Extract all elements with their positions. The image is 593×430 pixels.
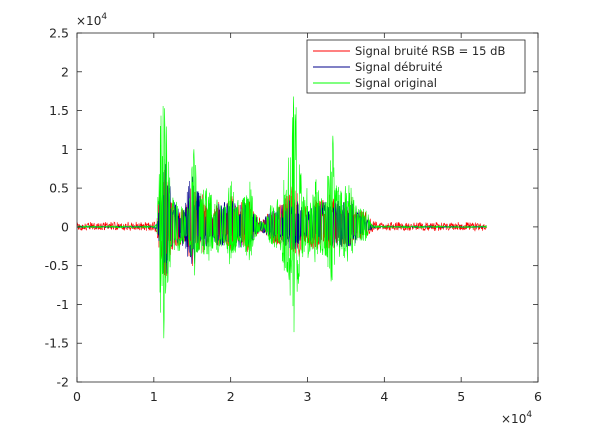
series-line-0 bbox=[77, 169, 487, 279]
tick-layer: 0 1 2 3 4 5 6 2.5 2 1.5 1 0.5 0 -0.5 -1 -1.5 -2 bbox=[45, 26, 542, 405]
y-tick-label: -2 bbox=[57, 375, 69, 390]
y-tick-label: 1.5 bbox=[49, 103, 69, 118]
x-tick-label: 6 bbox=[534, 389, 542, 404]
y-tick-label: 0.5 bbox=[49, 181, 69, 196]
x-tick-label: 1 bbox=[150, 389, 158, 404]
series-layer bbox=[77, 96, 487, 339]
y-exponent-power: 4 bbox=[101, 12, 107, 22]
y-tick-label: 1 bbox=[61, 142, 69, 157]
legend-label-original: Signal original bbox=[355, 76, 437, 90]
x-tick-label: 3 bbox=[304, 389, 312, 404]
y-tick-label: 2.5 bbox=[49, 26, 69, 41]
y-tick-label: 0 bbox=[61, 219, 69, 234]
legend-label-denoised: Signal débruité bbox=[355, 60, 442, 74]
x-exponent-label: ×104 bbox=[501, 410, 532, 426]
x-exponent-power: 4 bbox=[526, 410, 532, 420]
y-tick-label: -1.5 bbox=[45, 336, 69, 351]
y-exponent-label: ×104 bbox=[76, 12, 107, 28]
x-tick-label: 5 bbox=[457, 389, 465, 404]
x-tick-label: 4 bbox=[380, 389, 388, 404]
y-tick-label: -1 bbox=[57, 297, 69, 312]
y-tick-label: 2 bbox=[61, 64, 69, 79]
legend: Signal bruité RSB = 15 dB Signal débruit… bbox=[306, 39, 526, 94]
series-line-2 bbox=[77, 96, 487, 339]
x-tick-label: 2 bbox=[227, 389, 235, 404]
legend-label-noisy: Signal bruité RSB = 15 dB bbox=[355, 44, 505, 58]
x-tick-label: 0 bbox=[73, 389, 81, 404]
y-tick-label: -0.5 bbox=[45, 258, 69, 273]
